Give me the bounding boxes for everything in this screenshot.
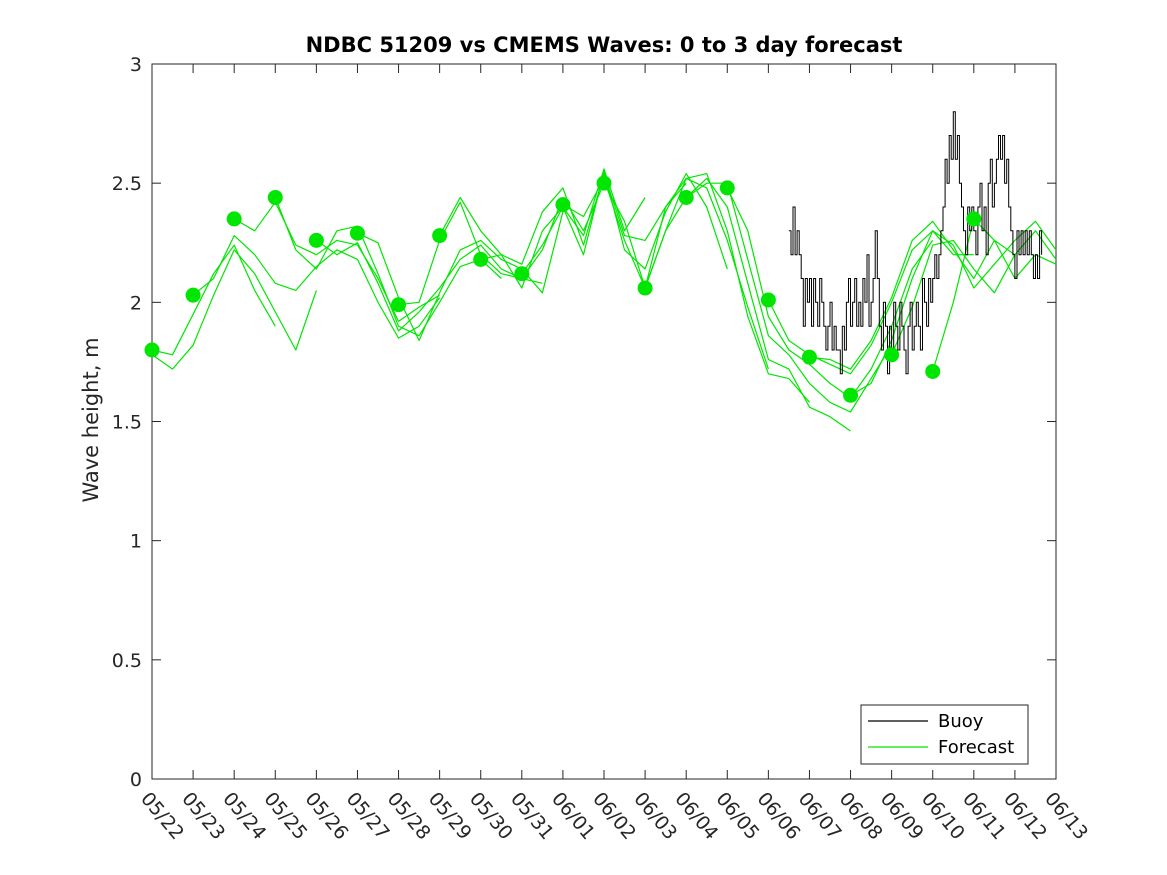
x-tick-label: 06/05 bbox=[711, 788, 763, 844]
legend-label-forecast: Forecast bbox=[938, 737, 1014, 758]
x-tick-label: 06/09 bbox=[876, 788, 928, 844]
x-tick-label: 05/24 bbox=[218, 788, 270, 844]
forecast-run-line bbox=[151, 249, 317, 370]
forecast-marker bbox=[637, 280, 653, 296]
forecast-run-line bbox=[603, 173, 810, 403]
x-tick-label: 06/10 bbox=[917, 788, 969, 844]
x-tick-label: 06/03 bbox=[629, 788, 681, 844]
x-tick-label: 05/28 bbox=[383, 788, 435, 844]
forecast-run-line bbox=[685, 182, 893, 413]
forecast-run-line bbox=[233, 201, 440, 322]
forecast-marker bbox=[267, 189, 283, 205]
forecast-marker bbox=[144, 342, 160, 358]
x-tick-label: 05/29 bbox=[424, 788, 476, 844]
forecast-run-line bbox=[809, 220, 1016, 370]
forecast-run-line bbox=[891, 230, 1057, 356]
y-tick-label: 0 bbox=[130, 769, 142, 791]
forecast-marker bbox=[925, 363, 941, 379]
chart-title: NDBC 51209 vs CMEMS Waves: 0 to 3 day fo… bbox=[306, 33, 903, 57]
forecast-marker bbox=[801, 349, 817, 365]
x-tick-label: 06/07 bbox=[794, 788, 846, 844]
x-tick-label: 06/04 bbox=[670, 788, 722, 844]
y-tick-label: 2.5 bbox=[112, 173, 142, 195]
forecast-marker bbox=[719, 180, 735, 196]
x-tick-label: 05/31 bbox=[506, 788, 558, 844]
x-tick-label: 06/08 bbox=[835, 788, 887, 844]
forecast-marker bbox=[884, 347, 900, 363]
forecast-run-line bbox=[521, 170, 728, 275]
x-tick-label: 05/25 bbox=[259, 788, 311, 844]
x-tick-label: 06/11 bbox=[958, 788, 1010, 844]
y-tick-label: 2 bbox=[130, 292, 142, 314]
forecast-marker bbox=[555, 197, 571, 213]
forecast-marker bbox=[966, 211, 982, 227]
forecast-marker bbox=[760, 292, 776, 308]
x-tick-label: 05/23 bbox=[177, 788, 229, 844]
y-axis-label: Wave height, m bbox=[79, 337, 103, 502]
forecast-run-line bbox=[192, 235, 441, 339]
legend-label-buoy: Buoy bbox=[938, 711, 984, 732]
forecast-marker bbox=[514, 266, 530, 282]
buoy-series-line bbox=[788, 111, 1043, 375]
forecast-run-line bbox=[357, 211, 564, 342]
y-tick-label: 0.5 bbox=[112, 650, 142, 672]
forecast-run-line bbox=[316, 239, 543, 332]
x-tick-label: 06/13 bbox=[1040, 788, 1092, 844]
forecast-run-line bbox=[644, 177, 851, 432]
legend-box bbox=[860, 704, 1029, 765]
forecast-run-line bbox=[151, 244, 276, 356]
x-tick-label: 05/26 bbox=[301, 788, 353, 844]
legend: Buoy Forecast bbox=[860, 704, 1029, 765]
x-tick-label: 05/30 bbox=[465, 788, 517, 844]
forecast-marker bbox=[473, 251, 489, 267]
y-tick-label: 1.5 bbox=[112, 412, 142, 434]
forecast-run-line bbox=[274, 197, 502, 337]
x-tick-label: 05/27 bbox=[342, 788, 394, 844]
forecast-marker bbox=[185, 287, 201, 303]
y-tick-label: 1 bbox=[130, 531, 142, 553]
forecast-marker bbox=[308, 232, 324, 248]
y-tick-label: 3 bbox=[130, 54, 142, 76]
forecast-marker bbox=[843, 387, 859, 403]
forecast-marker bbox=[349, 225, 365, 241]
forecast-run-line bbox=[767, 230, 974, 375]
x-tick-label: 06/01 bbox=[547, 788, 599, 844]
x-tick-label: 06/02 bbox=[588, 788, 640, 844]
forecast-marker bbox=[391, 297, 407, 313]
forecast-marker bbox=[678, 189, 694, 205]
forecast-run-line bbox=[726, 187, 934, 399]
x-tick-label: 06/06 bbox=[753, 788, 805, 844]
forecast-marker bbox=[226, 211, 242, 227]
x-tick-label: 05/22 bbox=[136, 788, 188, 844]
forecast-run-line bbox=[439, 168, 646, 289]
forecast-run-line bbox=[480, 173, 687, 265]
forecast-marker bbox=[432, 228, 448, 244]
forecast-marker bbox=[596, 175, 612, 191]
x-tick-label: 06/12 bbox=[999, 788, 1051, 844]
